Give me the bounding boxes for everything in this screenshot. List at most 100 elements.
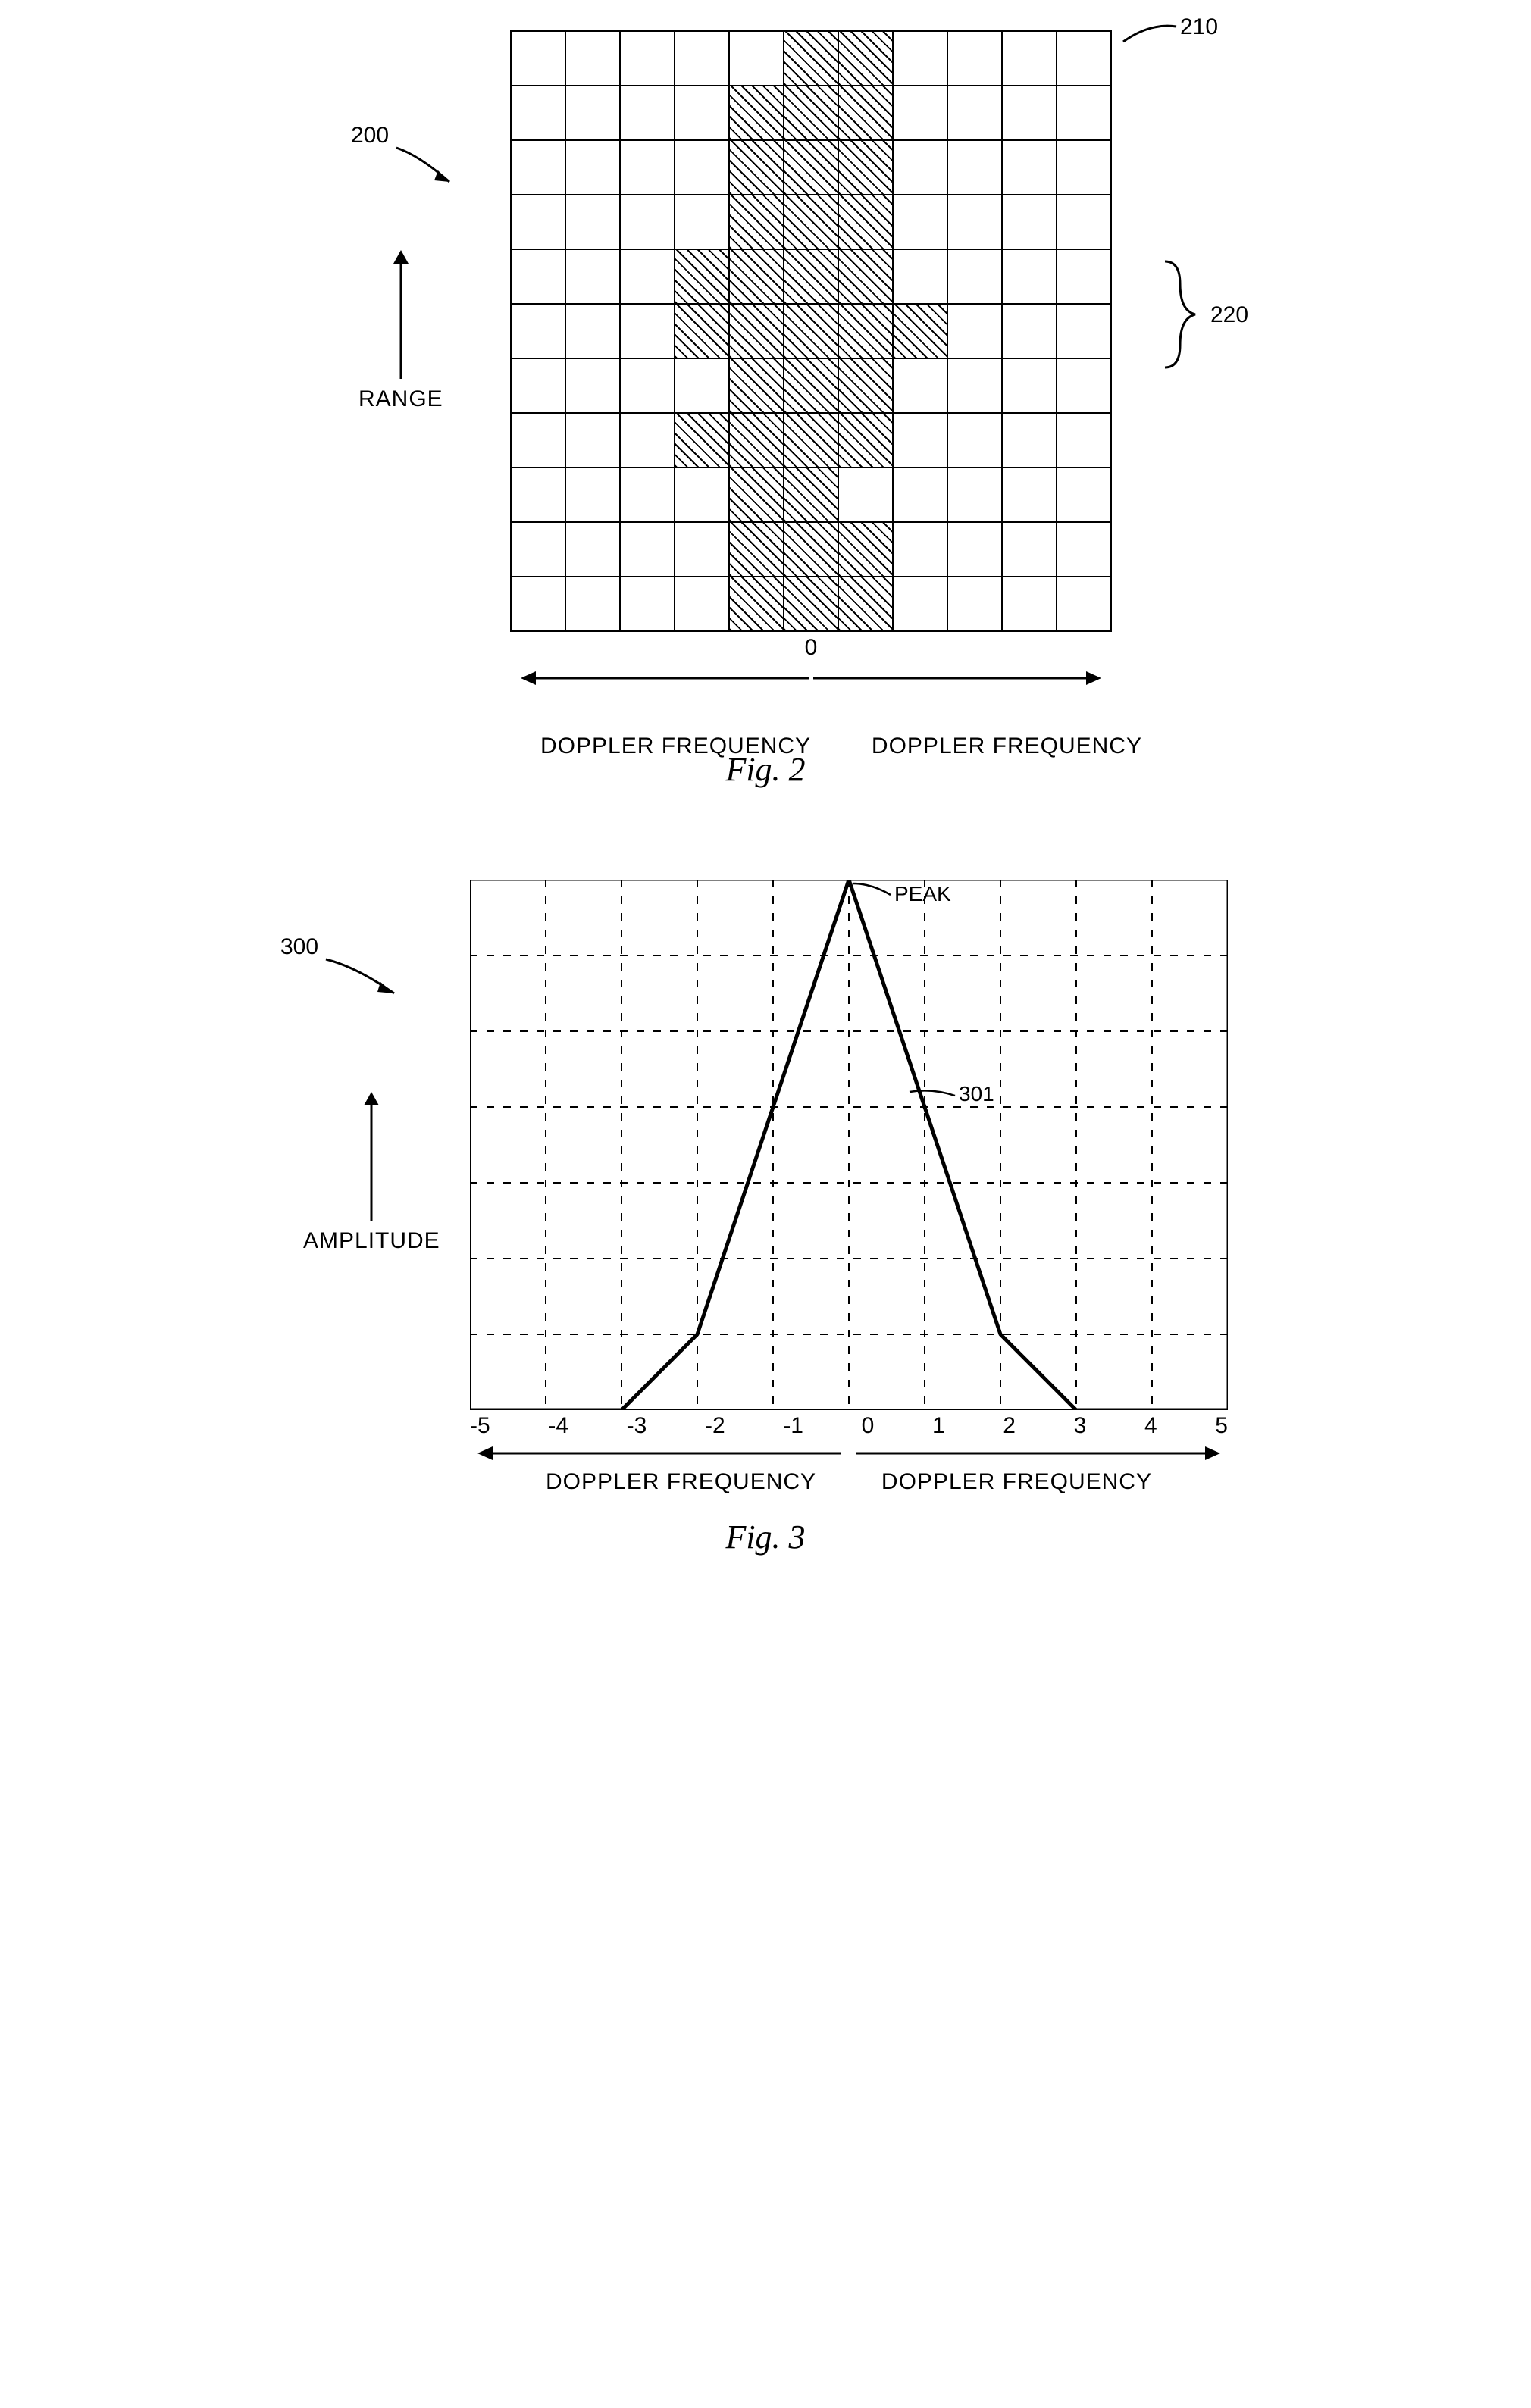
grid-cell	[620, 31, 675, 86]
grid-cell	[1002, 31, 1057, 86]
grid-cell	[1057, 249, 1111, 304]
grid-cell	[947, 468, 1002, 522]
range-doppler-grid	[510, 30, 1112, 632]
fig2-layout: 200 200 RANGE 210 210	[358, 30, 1173, 727]
grid-cell	[784, 577, 838, 631]
grid-cell	[511, 31, 565, 86]
grid-cell	[947, 86, 1002, 140]
grid-cell	[675, 413, 729, 468]
doppler-left-text: DOPPLER FREQUENCY	[540, 733, 811, 759]
grid-cell	[784, 358, 838, 413]
grid-cell	[893, 358, 947, 413]
grid-cell	[565, 522, 620, 577]
grid-cell	[565, 358, 620, 413]
fig3-layout: 300 300 AMPLITUDE PEAK301 -5-4-3-2-10123…	[303, 880, 1228, 1495]
grid-cell	[893, 249, 947, 304]
grid-cell	[893, 31, 947, 86]
grid-cell	[675, 249, 729, 304]
arrow-left-icon	[521, 667, 809, 690]
grid-cell	[511, 195, 565, 249]
leader-200-icon: 200	[351, 121, 480, 189]
grid-cell	[620, 304, 675, 358]
grid-cell	[675, 195, 729, 249]
grid-cell	[784, 304, 838, 358]
grid-cell	[620, 249, 675, 304]
grid-cell	[565, 195, 620, 249]
grid-cell	[729, 304, 784, 358]
grid-cell	[893, 577, 947, 631]
grid-cell	[947, 195, 1002, 249]
svg-text:PEAK: PEAK	[894, 882, 951, 905]
grid-cell	[784, 468, 838, 522]
grid-cell	[784, 31, 838, 86]
grid-cell	[947, 140, 1002, 195]
grid-cell	[675, 86, 729, 140]
grid-cell	[1057, 522, 1111, 577]
svg-text:220: 220	[1210, 302, 1248, 327]
grid-cell	[1002, 577, 1057, 631]
svg-text:210: 210	[1180, 15, 1218, 39]
callout-210: 210 210	[1119, 15, 1233, 72]
grid-cell	[947, 249, 1002, 304]
grid-cell	[838, 577, 893, 631]
grid-cell	[893, 413, 947, 468]
grid-cell	[784, 249, 838, 304]
brace-220-icon: 220	[1157, 258, 1309, 371]
range-axis-label: RANGE	[358, 250, 443, 412]
grid-cell	[620, 413, 675, 468]
doppler-right-text: DOPPLER FREQUENCY	[881, 1469, 1152, 1495]
grid-cell	[1057, 413, 1111, 468]
grid-cell	[1002, 304, 1057, 358]
grid-cell	[784, 140, 838, 195]
grid-cell	[511, 249, 565, 304]
grid-cell	[947, 577, 1002, 631]
grid-cell	[893, 195, 947, 249]
grid-cell	[1057, 304, 1111, 358]
grid-cell	[511, 304, 565, 358]
amplitude-axis-label: AMPLITUDE	[303, 1092, 440, 1254]
grid-cell	[511, 86, 565, 140]
grid-cell	[1002, 86, 1057, 140]
grid-cell	[838, 140, 893, 195]
arrow-up-icon	[390, 250, 412, 379]
grid-cell	[893, 140, 947, 195]
grid-cell	[511, 358, 565, 413]
grid-cell	[620, 577, 675, 631]
grid-cell	[565, 140, 620, 195]
x-tick-label: -2	[705, 1413, 725, 1439]
grid-cell	[947, 522, 1002, 577]
grid-cell	[620, 195, 675, 249]
grid-cell	[1002, 522, 1057, 577]
grid-cell	[1002, 140, 1057, 195]
grid-cell	[675, 577, 729, 631]
x-tick-label: 3	[1074, 1413, 1087, 1439]
grid-cell	[511, 468, 565, 522]
grid-cell	[620, 86, 675, 140]
arrow-right-icon	[813, 667, 1101, 690]
range-text: RANGE	[358, 386, 443, 412]
grid-cell	[511, 522, 565, 577]
grid-cell	[565, 304, 620, 358]
x-tick-label: -3	[627, 1413, 647, 1439]
grid-cell	[838, 195, 893, 249]
arrow-up-icon	[360, 1092, 383, 1221]
grid-cell	[729, 195, 784, 249]
fig3-caption: Fig. 3	[725, 1518, 805, 1556]
grid-cell	[893, 522, 947, 577]
grid-cell	[675, 358, 729, 413]
grid-cell	[838, 522, 893, 577]
grid-cell	[784, 195, 838, 249]
grid-cell	[1057, 468, 1111, 522]
grid-cell	[729, 140, 784, 195]
grid-cell	[838, 249, 893, 304]
grid-cell	[947, 304, 1002, 358]
svg-text:301: 301	[959, 1082, 994, 1105]
x-tick-label: 4	[1144, 1413, 1157, 1439]
grid-cell	[565, 249, 620, 304]
grid-cell	[1057, 86, 1111, 140]
fig2-x-axis-labels: DOPPLER FREQUENCY DOPPLER FREQUENCY	[510, 667, 1112, 690]
grid-cell	[1002, 413, 1057, 468]
grid-cell	[893, 468, 947, 522]
amplitude-text: AMPLITUDE	[303, 1228, 440, 1254]
grid-cell	[1057, 577, 1111, 631]
